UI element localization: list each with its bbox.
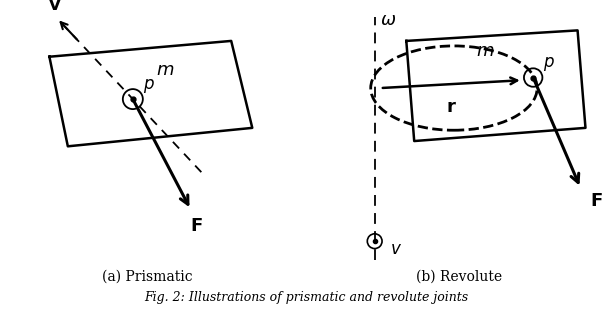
Text: $\mathbf{F}$: $\mathbf{F}$ xyxy=(590,193,603,210)
Text: $m$: $m$ xyxy=(156,61,174,79)
Text: $\mathbf{r}$: $\mathbf{r}$ xyxy=(446,98,457,116)
Text: Fig. 2: Illustrations of prismatic and revolute joints: Fig. 2: Illustrations of prismatic and r… xyxy=(144,291,468,304)
Text: $\mathbf{F}$: $\mathbf{F}$ xyxy=(190,217,203,235)
Text: (b) Revolute: (b) Revolute xyxy=(416,269,502,283)
Text: $m$: $m$ xyxy=(476,42,494,60)
Text: $v$: $v$ xyxy=(390,241,402,258)
Text: (a) Prismatic: (a) Prismatic xyxy=(102,269,192,283)
Text: $p$: $p$ xyxy=(543,55,555,73)
Text: $\omega$: $\omega$ xyxy=(379,11,396,29)
Text: $\mathbf{v}$: $\mathbf{v}$ xyxy=(48,0,61,14)
Text: $p$: $p$ xyxy=(143,77,155,95)
